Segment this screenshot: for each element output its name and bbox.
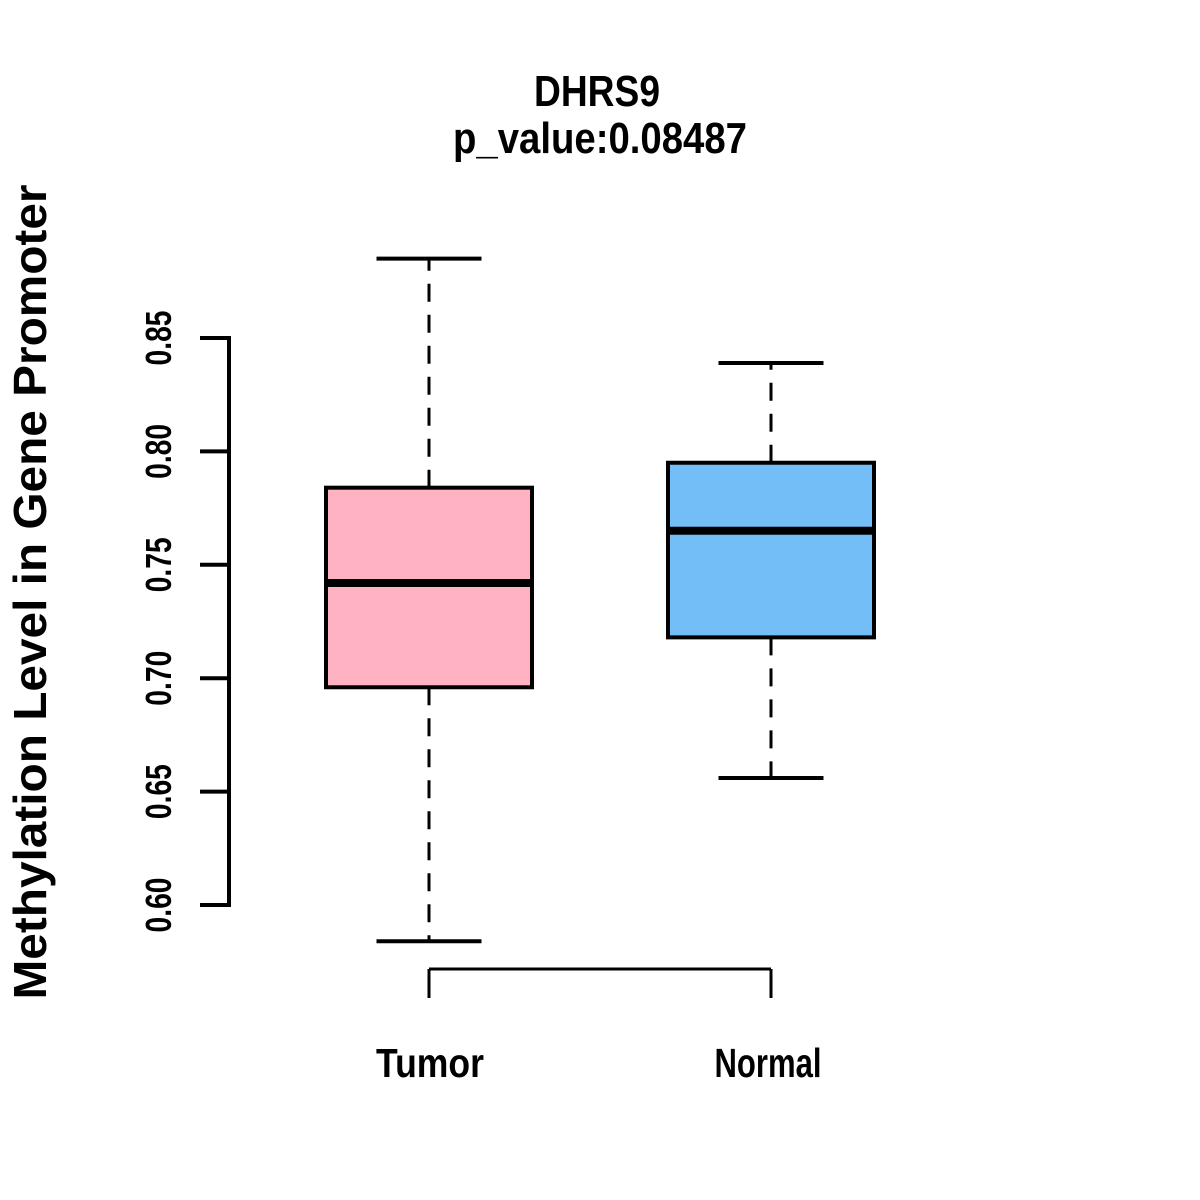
y-tick-label: 0.65 xyxy=(138,764,179,819)
boxes-layer xyxy=(324,256,876,944)
y-axis-label: Methylation Level in Gene Promoter xyxy=(4,184,56,999)
chart-subtitle-pvalue: p_value:0.08487 xyxy=(453,114,747,163)
x-label-normal: Normal xyxy=(715,1040,822,1086)
y-tick-label: 0.75 xyxy=(138,537,179,592)
normal-box xyxy=(666,460,876,640)
group-comparison-bracket xyxy=(427,967,773,998)
chart-title: DHRS9 xyxy=(534,67,660,116)
x-label-tumor: Tumor xyxy=(376,1040,484,1086)
y-axis: 0.60 0.65 0.70 0.75 0.80 0.85 xyxy=(138,311,231,933)
tumor-box xyxy=(324,485,534,690)
y-tick-label: 0.80 xyxy=(138,424,179,479)
y-tick-label: 0.85 xyxy=(138,311,179,366)
y-tick-label: 0.60 xyxy=(138,878,179,933)
y-tick-label: 0.70 xyxy=(138,651,179,706)
